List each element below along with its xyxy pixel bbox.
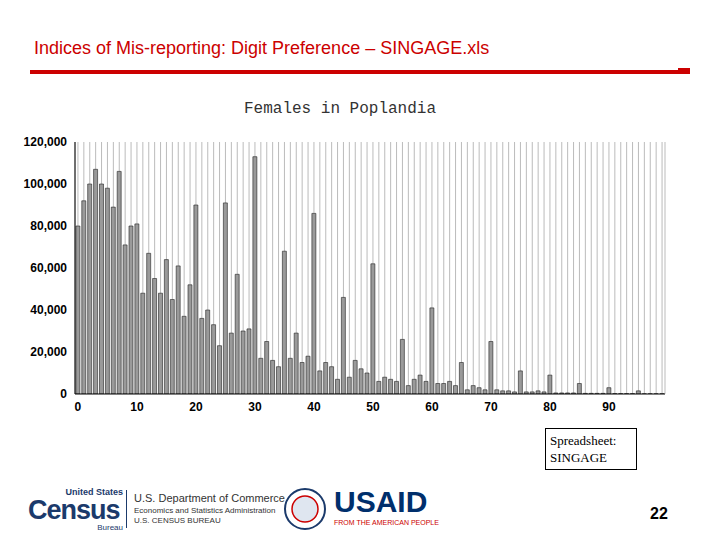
svg-text:0: 0 [60,387,67,401]
html-text:Bureau: Bureau [97,523,123,532]
svg-text:50: 50 [366,400,380,414]
html-text:Indices of Mis-reporting: Digi: Indices of Mis-reporting: Digit Preferen… [34,38,490,58]
svg-text:20: 20 [189,400,203,414]
svg-text:20,000: 20,000 [30,345,67,359]
html-text:U.S. CENSUS BUREAU: U.S. CENSUS BUREAU [134,516,221,525]
html-text:Economics and Statistics Admin: Economics and Statistics Administration [134,506,276,515]
svg-text:100,000: 100,000 [24,177,68,191]
html-text:Spreadsheet: SINGAGE: Spreadsheet: SINGAGE [550,433,617,465]
html-text:U.S. Department of Commerce: U.S. Department of Commerce [134,492,285,504]
svg-text:40: 40 [307,400,321,414]
svg-text:0: 0 [75,400,82,414]
html-text:FROM THE AMERICAN PEOPLE: FROM THE AMERICAN PEOPLE [334,519,439,526]
html-text:Census: Census [28,495,120,525]
html-text:USAID: USAID [334,485,428,518]
svg-text:10: 10 [130,400,144,414]
svg-text:70: 70 [484,400,498,414]
svg-text:40,000: 40,000 [30,303,67,317]
html-text:United States: United States [65,487,123,497]
svg-text:80: 80 [543,400,557,414]
svg-text:80,000: 80,000 [30,219,67,233]
svg-text:120,000: 120,000 [24,135,68,149]
html-text:22: 22 [650,505,668,522]
svg-text:60,000: 60,000 [30,261,67,275]
html-text:Females in Poplandia: Females in Poplandia [244,100,436,118]
svg-text:30: 30 [248,400,262,414]
svg-text:60: 60 [425,400,439,414]
svg-text:90: 90 [602,400,616,414]
